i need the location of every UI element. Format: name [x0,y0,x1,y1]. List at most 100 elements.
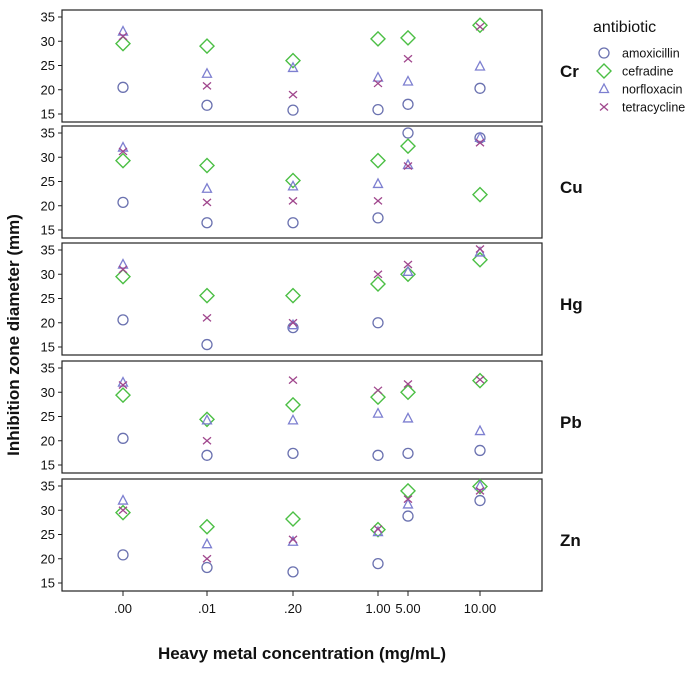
data-point [474,494,486,507]
data-point [285,510,301,527]
data-point [402,75,414,86]
panel-pb: 15 20 25 30 35 Pb [41,360,582,474]
data-point [118,32,128,41]
y-tick-label: 15 [41,223,55,238]
data-point [475,375,485,384]
data-point [472,478,488,495]
data-point [201,413,213,425]
data-point [288,318,298,327]
y-tick-label: 20 [41,433,55,448]
data-point [199,157,215,174]
y-tick-label: 15 [41,576,55,591]
data-point [287,566,299,578]
y-tick-label: 20 [41,551,55,566]
data-point [474,444,486,457]
series-amoxicillin [117,314,384,351]
legend-label: norfloxacin [622,83,682,97]
data-point [117,258,129,269]
data-point [115,35,131,52]
data-point [288,196,298,205]
y-tick-label: 35 [41,10,55,25]
series-cefradine [115,372,488,428]
data-point [288,535,298,544]
data-point [370,152,386,169]
data-point [288,90,298,99]
y-tick-label: 25 [41,527,55,542]
data-point [472,17,488,34]
data-point [117,494,129,505]
y-axis-title: Inhibition zone diameter (mm) [4,214,23,456]
data-point [372,449,384,461]
data-point [287,217,299,229]
data-point [370,30,386,47]
data-point [115,504,131,521]
data-point [115,152,131,169]
data-point [475,22,485,31]
legend-label: cefradine [622,65,673,79]
panel-cu: 15 20 25 30 35 Cu [41,125,583,239]
data-point [117,376,129,387]
data-point [202,554,212,563]
panel-frame [61,478,543,592]
data-point [402,265,414,276]
panel-zn: 15 20 25 30 35 Zn [41,478,581,592]
data-point [117,196,129,209]
data-point [402,127,414,139]
data-point [475,486,485,495]
x-axis: .00 .01 .20 1.00 5.00 10.00 [114,591,496,616]
series-cefradine [115,17,488,69]
data-point [372,407,384,418]
data-point [287,104,299,116]
data-point [199,38,215,55]
x-tick-label: 10.00 [464,601,497,616]
data-point [287,413,299,425]
data-point [372,557,384,570]
data-point [474,131,486,143]
data-point [402,510,414,522]
x-axis-title: Heavy metal concentration (mg/mL) [158,644,446,663]
data-point [202,198,212,207]
data-point [475,245,485,254]
legend-title: antibiotic [593,19,656,36]
data-point [117,81,129,93]
data-point [372,71,384,82]
data-point [199,518,215,535]
data-point [403,161,413,170]
y-tick-label: 15 [41,107,55,122]
data-point [115,268,131,285]
data-point [117,25,129,36]
data-point [118,265,128,274]
data-point [474,424,486,436]
legend-marker [596,63,612,79]
panel-frame [61,9,543,123]
x-tick-label: .20 [284,601,302,616]
data-point [115,387,131,404]
panel-frame [61,242,543,356]
data-point [118,506,128,515]
series-tetracycline [118,138,485,207]
series-norfloxacin [117,25,486,86]
y-tick-label: 35 [41,243,55,258]
data-point [199,287,215,304]
data-point [201,99,213,111]
y-tick-label: 35 [41,479,55,494]
data-point [285,396,301,413]
y-tick-label: 15 [41,340,55,355]
y-tick-label: 35 [41,126,55,141]
legend: antibiotic amoxicillin cefradine norfloxac… [593,19,685,115]
data-point [285,172,301,189]
data-point [201,561,213,574]
data-point [402,447,414,460]
legend-entry-amoxicillin: amoxicillin [598,47,680,61]
y-tick-label: 15 [41,458,55,473]
data-point [403,54,413,63]
data-point [201,182,213,193]
data-point [285,287,301,304]
data-point [370,521,386,538]
data-point [472,251,488,268]
data-point [373,386,383,395]
legend-entry-tetracycline: tetracycline [599,101,685,115]
panel-label: Zn [560,531,581,550]
